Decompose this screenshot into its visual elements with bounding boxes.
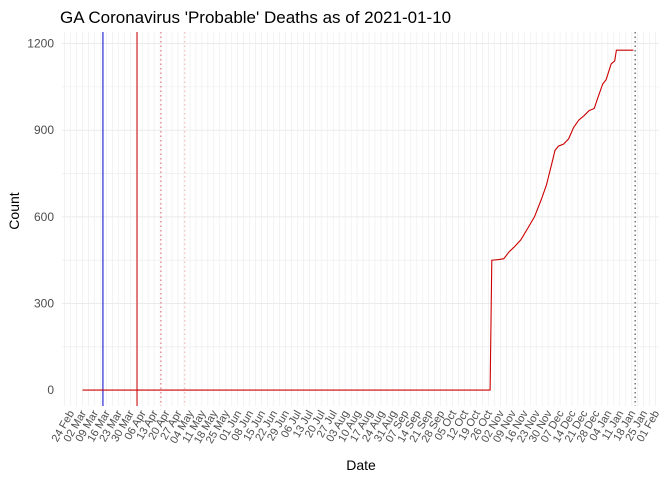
y-axis-title: Count bbox=[6, 192, 22, 229]
chart-title: GA Coronavirus 'Probable' Deaths as of 2… bbox=[60, 8, 451, 27]
grid bbox=[62, 32, 659, 406]
y-tick-label: 600 bbox=[34, 210, 54, 224]
x-axis-title: Date bbox=[346, 457, 376, 473]
y-tick-label: 1200 bbox=[27, 37, 54, 51]
series-line bbox=[82, 49, 634, 391]
y-tick-label: 900 bbox=[34, 123, 54, 137]
series-layer bbox=[82, 49, 634, 391]
y-tick-label: 300 bbox=[34, 296, 54, 310]
reference-lines bbox=[102, 32, 636, 406]
y-tick-label: 0 bbox=[47, 383, 54, 397]
y-axis-ticks: 0 300 600 900 1200 bbox=[27, 37, 54, 398]
